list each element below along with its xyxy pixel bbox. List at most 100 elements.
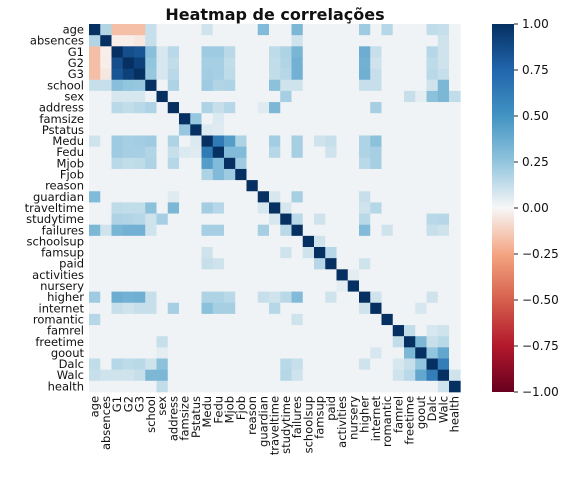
heatmap-cell-G3-school — [145, 68, 157, 81]
heatmap-cell-Fjob-Pstatus — [190, 168, 202, 181]
heatmap-cell-studytime-higher — [359, 213, 371, 226]
heatmap-cell-Fjob-Walc — [437, 168, 450, 181]
heatmap-cell-guardian-Mjob — [224, 191, 236, 203]
heatmap-cell-G3-higher — [359, 68, 371, 81]
heatmap-cell-famsize-sex — [156, 113, 169, 125]
heatmap-cell-Fedu-schoolsup — [302, 146, 315, 159]
heatmap-cell-internet-G1 — [111, 302, 124, 315]
heatmap-cell-absences-internet — [370, 35, 382, 47]
y-tick-label-Dalc: Dalc — [59, 357, 84, 371]
heatmap-cell-health-goout — [415, 380, 427, 393]
y-tick-label-failures: failures — [42, 223, 84, 237]
heatmap-cell-school-failures — [291, 79, 304, 92]
heatmap-cell-Fedu-guardian — [257, 146, 270, 159]
heatmap-cell-G2-studytime — [280, 57, 292, 69]
heatmap-cell-activities-nursery — [347, 269, 360, 281]
heatmap-cell-G2-health — [449, 57, 461, 69]
heatmap-cell-reason-studytime — [280, 180, 292, 192]
heatmap-cell-higher-address — [167, 291, 180, 304]
heatmap-cell-Fjob-Mjob — [224, 168, 236, 181]
heatmap-cell-Fjob-Medu — [201, 168, 214, 181]
heatmap-cell-famrel-Pstatus — [190, 325, 202, 337]
heatmap-cell-absences-Walc — [437, 35, 450, 47]
heatmap-cell-higher-paid — [325, 291, 337, 304]
heatmap-cell-Fjob-famsize — [179, 168, 191, 181]
heatmap-cell-age-higher — [359, 24, 371, 36]
heatmap-cell-address-freetime — [404, 102, 416, 114]
heatmap-cell-famsize-G3 — [134, 113, 146, 125]
heatmap-cell-paid-higher — [359, 258, 371, 270]
x-tick-label-Medu: Medu — [200, 396, 214, 428]
heatmap-cell-internet-traveltime — [269, 302, 281, 315]
heatmap-cell-romantic-Medu — [201, 313, 214, 326]
heatmap-cell-schoolsup-reason — [246, 235, 259, 248]
heatmap-cell-traveltime-sex — [156, 202, 169, 214]
heatmap-cell-Fedu-internet — [370, 146, 382, 159]
heatmap-cell-age-health — [449, 24, 461, 36]
heatmap-cell-schoolsup-Walc — [437, 235, 450, 248]
heatmap-cell-Walc-Dalc — [426, 369, 439, 382]
heatmap-cell-nursery-schoolsup — [302, 280, 315, 292]
heatmap-cell-romantic-romantic — [381, 313, 394, 326]
heatmap-cell-nursery-Mjob — [224, 280, 236, 292]
heatmap-cell-reason-guardian — [257, 180, 270, 192]
heatmap-cell-paid-goout — [415, 258, 427, 270]
heatmap-cell-Pstatus-traveltime — [269, 124, 281, 136]
heatmap-cell-schoolsup-failures — [291, 235, 304, 248]
heatmap-cell-Mjob-famsup — [314, 157, 326, 170]
heatmap-cell-freetime-address — [167, 336, 180, 348]
heatmap-cell-G2-activities — [336, 57, 349, 69]
heatmap-cell-Fjob-goout — [415, 168, 427, 181]
heatmap-cell-famsize-school — [145, 113, 157, 125]
heatmap-cell-paid-school — [145, 258, 157, 270]
heatmap-cell-famsup-Walc — [437, 247, 450, 259]
heatmap-cell-Fedu-higher — [359, 146, 371, 159]
heatmap-cell-Dalc-health — [449, 358, 461, 371]
heatmap-cell-G2-paid — [325, 57, 337, 69]
heatmap-cell-failures-failures — [291, 224, 304, 237]
heatmap-cell-romantic-studytime — [280, 313, 292, 326]
heatmap-cell-absences-studytime — [280, 35, 292, 47]
heatmap-cell-nursery-paid — [325, 280, 337, 292]
heatmap-cell-activities-address — [167, 269, 180, 281]
heatmap-cell-absences-address — [167, 35, 180, 47]
heatmap-cell-paid-activities — [336, 258, 349, 270]
heatmap-cell-Mjob-Pstatus — [190, 157, 202, 170]
heatmap-cell-guardian-Pstatus — [190, 191, 202, 203]
heatmap-cell-romantic-Mjob — [224, 313, 236, 326]
y-tick-label-Mjob: Mjob — [57, 156, 84, 170]
heatmap-cell-Walc-sex — [156, 369, 169, 382]
heatmap-cell-failures-Mjob — [224, 224, 236, 237]
heatmap-cell-studytime-sex — [156, 213, 169, 226]
heatmap-cell-higher-famsize — [179, 291, 191, 304]
heatmap-cell-absences-Dalc — [426, 35, 439, 47]
heatmap-cell-schoolsup-freetime — [404, 235, 416, 248]
heatmap-cell-studytime-freetime — [404, 213, 416, 226]
heatmap-cell-Dalc-internet — [370, 358, 382, 371]
heatmap-cell-school-health — [449, 79, 461, 92]
heatmap-cell-guardian-absences — [100, 191, 112, 203]
heatmap-cell-Fjob-age — [89, 168, 101, 181]
heatmap-cell-famrel-G2 — [122, 325, 135, 337]
heatmap-cell-age-reason — [246, 24, 259, 36]
heatmap-cell-paid-freetime — [404, 258, 416, 270]
heatmap-cell-Walc-activities — [336, 369, 349, 382]
heatmap-cell-Fjob-paid — [325, 168, 337, 181]
heatmap-cell-absences-romantic — [381, 35, 394, 47]
heatmap-cell-Dalc-Fedu — [212, 358, 225, 371]
heatmap-cell-nursery-Dalc — [426, 280, 439, 292]
heatmap-cell-G3-health — [449, 68, 461, 81]
heatmap-cell-famsize-Walc — [437, 113, 450, 125]
heatmap-cell-paid-Dalc — [426, 258, 439, 270]
heatmap-cell-Medu-age — [89, 135, 101, 148]
heatmap-cell-paid-G3 — [134, 258, 146, 270]
heatmap-cell-Mjob-activities — [336, 157, 349, 170]
heatmap-cell-romantic-address — [167, 313, 180, 326]
heatmap-cell-Walc-famsup — [314, 369, 326, 382]
heatmap-cell-G3-Mjob — [224, 68, 236, 81]
heatmap-cell-higher-guardian — [257, 291, 270, 304]
heatmap-cell-higher-G3 — [134, 291, 146, 304]
heatmap-cell-school-activities — [336, 79, 349, 92]
x-tick-label-age: age — [88, 396, 102, 417]
heatmap-cell-Mjob-Medu — [201, 157, 214, 170]
